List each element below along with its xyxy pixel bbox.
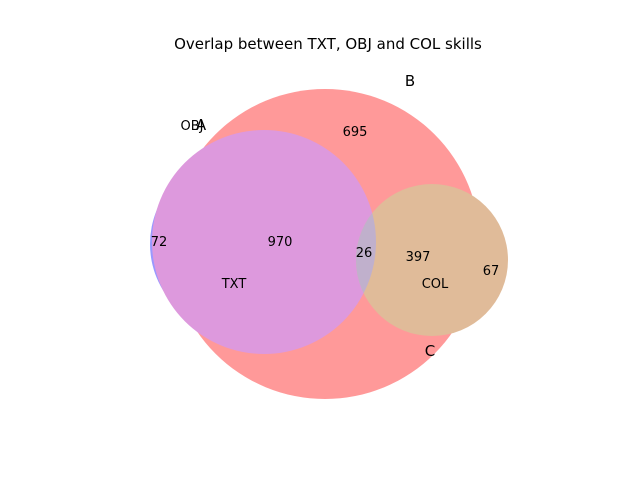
region-a-only-count: 72 xyxy=(151,235,168,250)
set-a-letter: A xyxy=(196,116,207,134)
set-a-name: OBJ xyxy=(181,119,204,134)
region-b-only-count: 695 xyxy=(343,125,368,140)
region-c-only-count: 67 xyxy=(483,264,500,279)
set-b-letter: B xyxy=(405,72,415,90)
region-a-and-b-count: 970 xyxy=(268,235,293,250)
set-b-name: TXT xyxy=(221,277,247,292)
region-a-and-b xyxy=(152,130,376,354)
set-c-name: COL xyxy=(422,277,449,292)
region-a-b-c-count: 26 xyxy=(356,246,373,261)
region-b-and-c-count: 397 xyxy=(406,250,431,265)
diagram-title: Overlap between TXT, OBJ and COL skills xyxy=(174,35,482,53)
set-c-letter: C xyxy=(425,342,435,360)
region-b-and-c xyxy=(356,184,508,336)
